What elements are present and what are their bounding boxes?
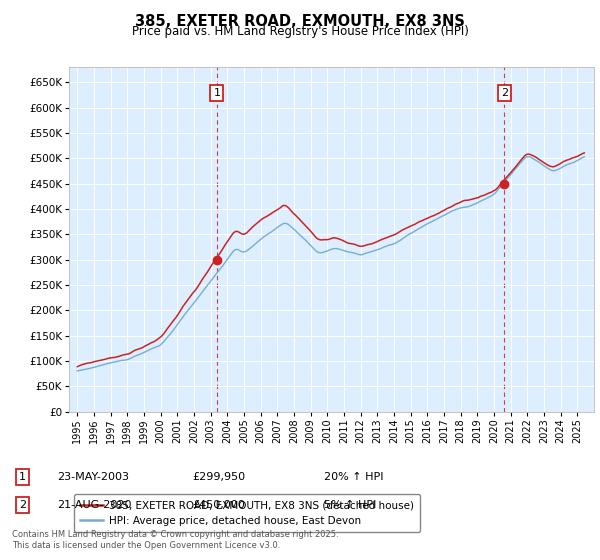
Text: 1: 1 <box>19 472 26 482</box>
Text: 23-MAY-2003: 23-MAY-2003 <box>57 472 129 482</box>
Text: This data is licensed under the Open Government Licence v3.0.: This data is licensed under the Open Gov… <box>12 541 280 550</box>
Text: 20% ↑ HPI: 20% ↑ HPI <box>324 472 383 482</box>
Text: 21-AUG-2020: 21-AUG-2020 <box>57 500 131 510</box>
Text: 1: 1 <box>214 88 220 98</box>
Text: £450,000: £450,000 <box>192 500 245 510</box>
Text: Contains HM Land Registry data © Crown copyright and database right 2025.: Contains HM Land Registry data © Crown c… <box>12 530 338 539</box>
Text: 5% ↑ HPI: 5% ↑ HPI <box>324 500 376 510</box>
Text: Price paid vs. HM Land Registry's House Price Index (HPI): Price paid vs. HM Land Registry's House … <box>131 25 469 38</box>
Text: £299,950: £299,950 <box>192 472 245 482</box>
Text: 2: 2 <box>19 500 26 510</box>
Text: 385, EXETER ROAD, EXMOUTH, EX8 3NS: 385, EXETER ROAD, EXMOUTH, EX8 3NS <box>135 14 465 29</box>
Legend: 385, EXETER ROAD, EXMOUTH, EX8 3NS (detached house), HPI: Average price, detache: 385, EXETER ROAD, EXMOUTH, EX8 3NS (deta… <box>74 494 420 532</box>
Text: 2: 2 <box>501 88 508 98</box>
